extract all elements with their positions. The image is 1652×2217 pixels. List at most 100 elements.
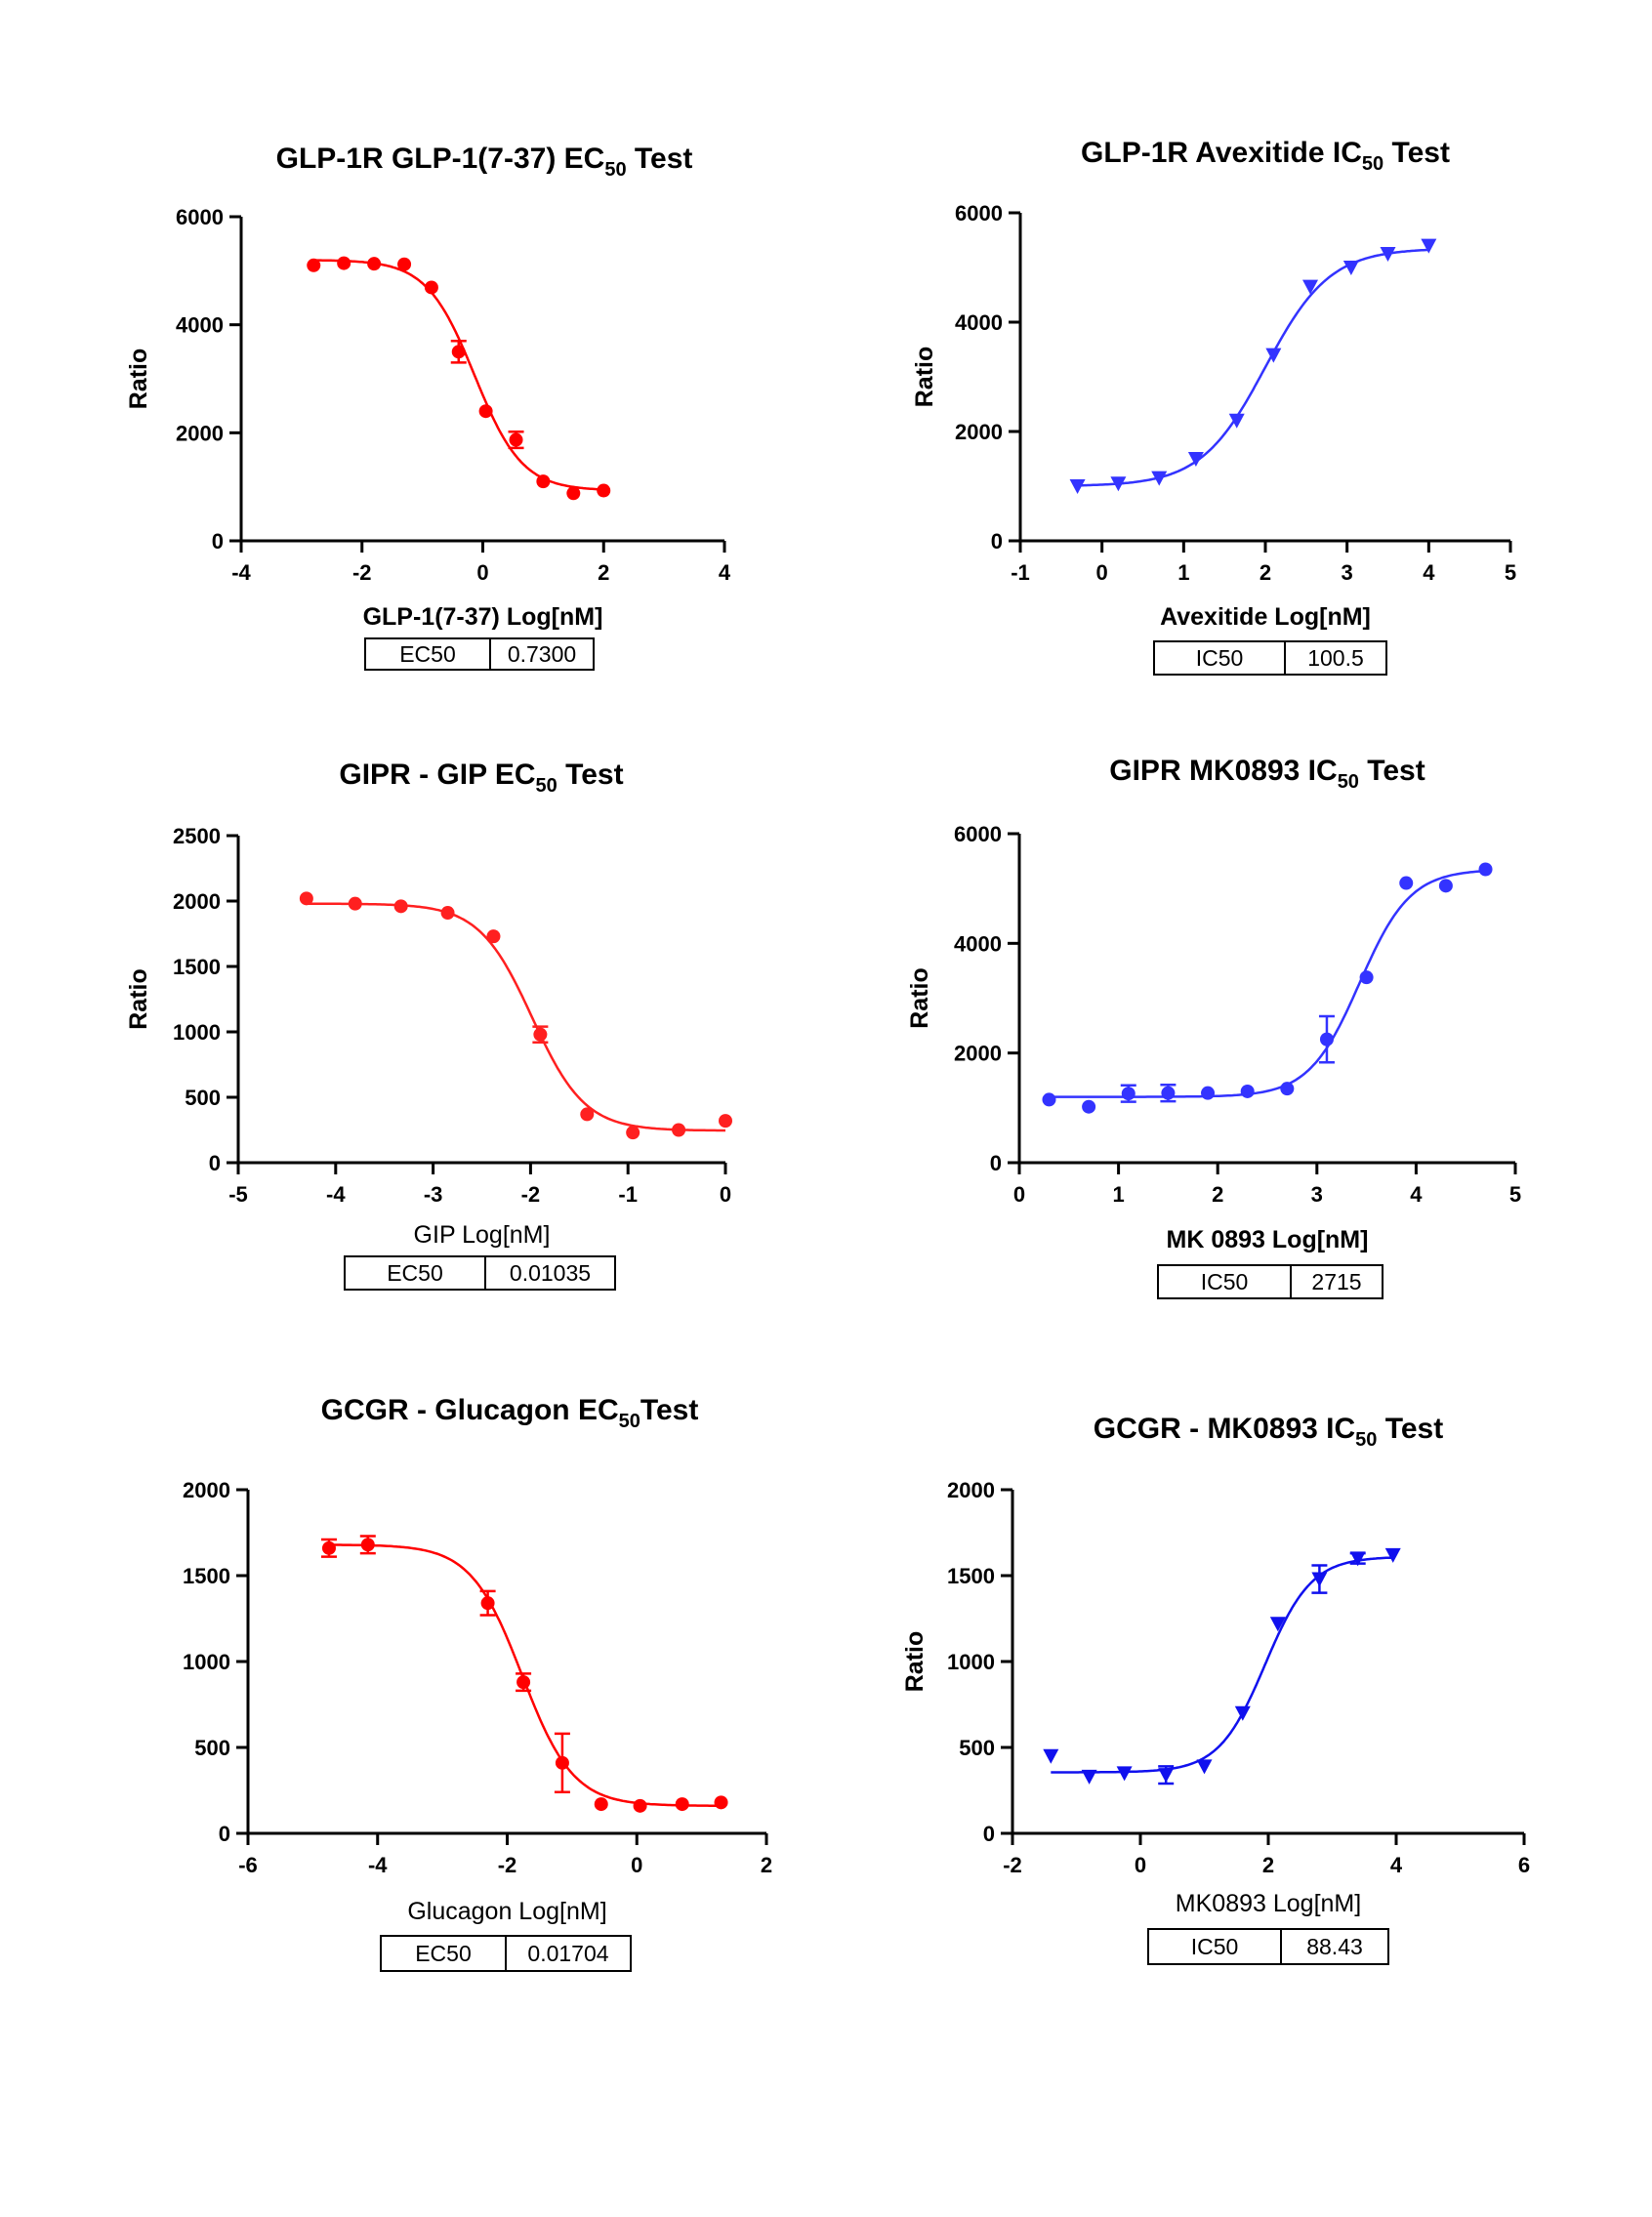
- data-point: [626, 1126, 640, 1140]
- x-tick-label: 4: [719, 560, 731, 585]
- y-tick-label: 6000: [955, 201, 1003, 226]
- x-tick-label: 6: [1518, 1853, 1530, 1877]
- data-point: [714, 1795, 728, 1810]
- y-axis-label: Ratio: [911, 347, 938, 408]
- metric-label: EC50: [399, 641, 456, 667]
- y-axis-label: Ratio: [906, 967, 933, 1029]
- data-point: [580, 1107, 595, 1122]
- data-point: [633, 1798, 647, 1813]
- x-axis-label: MK 0893 Log[nM]: [1167, 1226, 1369, 1253]
- x-tick-label: 0: [1013, 1182, 1025, 1207]
- data-point: [337, 256, 351, 270]
- data-point: [1069, 479, 1086, 494]
- metric-box: [364, 637, 595, 671]
- fit-curve: [313, 259, 604, 491]
- chart-panel-1: GLP-1R GLP-1(7-37) EC50 Test 0 2000 4000 600…: [125, 143, 731, 671]
- chart-title-main: GIPR MK0893 IC: [1109, 755, 1337, 787]
- y-tick-label: 0: [990, 1151, 1002, 1175]
- data-point: [360, 1538, 375, 1552]
- chart-panel-5: GCGR - Glucagon EC50Test0500100015002000…: [183, 1394, 772, 1972]
- chart-title-subscript: 50: [604, 159, 626, 181]
- x-tick-label: 3: [1342, 560, 1353, 585]
- data-point: [321, 1540, 336, 1555]
- data-point: [397, 257, 412, 271]
- y-tick-label: 0: [212, 529, 224, 554]
- data-point: [1280, 1082, 1295, 1096]
- x-axis-label: GLP-1(7-37) Log[nM]: [363, 603, 603, 631]
- chart-title-suffix: Test: [1377, 1413, 1443, 1445]
- x-tick-label: -1: [1011, 560, 1030, 585]
- x-tick-label: 4: [1410, 1182, 1423, 1207]
- x-tick-label: -2: [521, 1182, 541, 1207]
- metric-label: IC50: [1201, 1269, 1249, 1294]
- data-point: [367, 257, 382, 271]
- data-point: [478, 404, 493, 419]
- y-tick-label: 1000: [173, 1020, 221, 1045]
- metric-box: [1147, 1928, 1389, 1965]
- data-point: [486, 929, 501, 944]
- metric-label: IC50: [1191, 1934, 1239, 1959]
- chart-title-suffix: Test: [640, 1394, 698, 1426]
- chart-title-subscript: 50: [1362, 153, 1384, 175]
- data-point: [597, 483, 611, 498]
- data-point: [1359, 970, 1374, 985]
- data-point: [1161, 1086, 1176, 1100]
- x-tick-label: -3: [424, 1182, 443, 1207]
- data-point: [516, 1675, 531, 1690]
- chart-title-main: GLP-1R Avexitide IC: [1081, 137, 1362, 169]
- chart-title-suffix: Test: [1359, 755, 1425, 787]
- chart-title-suffix: Test: [627, 143, 693, 175]
- data-point: [348, 896, 362, 911]
- data-point: [675, 1797, 689, 1812]
- y-tick-label: 0: [991, 529, 1003, 554]
- metric-box: [344, 1255, 616, 1291]
- y-tick-label: 2000: [955, 420, 1003, 444]
- x-tick-label: 1: [1177, 560, 1189, 585]
- chart-title-subscript: 50: [619, 1411, 640, 1432]
- y-tick-label: 500: [959, 1736, 995, 1760]
- chart-title-main: GCGR - MK0893 IC: [1094, 1413, 1355, 1445]
- data-point: [1043, 1748, 1059, 1764]
- data-point: [1196, 1759, 1213, 1775]
- y-tick-label: 1500: [183, 1564, 230, 1588]
- data-point: [533, 1027, 548, 1042]
- chart-panel-3: GIPR - GIP EC50 Test05001000150020002500…: [125, 759, 732, 1291]
- data-point: [536, 474, 551, 489]
- y-tick-label: 4000: [955, 310, 1003, 335]
- data-point: [1319, 1032, 1334, 1047]
- x-tick-label: 2: [1262, 1853, 1274, 1877]
- chart-title-main: GIPR - GIP EC: [339, 759, 535, 791]
- x-tick-label: 2: [1260, 560, 1271, 585]
- metric-value: 0.7300: [508, 641, 576, 667]
- data-point: [451, 345, 466, 359]
- y-tick-label: 1000: [183, 1650, 230, 1674]
- data-point: [1302, 279, 1319, 295]
- x-tick-label: -4: [368, 1853, 388, 1877]
- data-point: [555, 1755, 569, 1770]
- y-tick-label: 2000: [176, 421, 224, 445]
- data-point: [1187, 452, 1204, 467]
- metric-value: 0.01704: [527, 1941, 608, 1966]
- chart-panel-4: GIPR MK0893 IC50 Test 0 2000 4000 6000 0 1 2 3 4 5…: [906, 755, 1521, 1299]
- x-tick-label: 1: [1112, 1182, 1124, 1207]
- x-tick-label: -6: [238, 1853, 258, 1877]
- y-tick-label: 500: [185, 1086, 221, 1110]
- data-point: [1438, 879, 1453, 893]
- x-tick-label: -4: [231, 560, 251, 585]
- x-tick-label: 2: [761, 1853, 772, 1877]
- metric-label: EC50: [415, 1941, 472, 1966]
- chart-title: GCGR - MK0893 IC50 Test: [1094, 1413, 1443, 1451]
- data-point: [393, 899, 408, 914]
- data-point: [1399, 876, 1414, 890]
- y-tick-label: 2000: [954, 1042, 1002, 1066]
- data-point: [1349, 1551, 1366, 1567]
- y-tick-label: 4000: [176, 313, 224, 338]
- data-point: [1151, 471, 1168, 486]
- y-tick-label: 4000: [954, 931, 1002, 956]
- fit-curve: [329, 1543, 722, 1807]
- y-tick-label: 1500: [947, 1564, 995, 1588]
- x-tick-label: -5: [228, 1182, 248, 1207]
- metric-value: 2715: [1311, 1269, 1361, 1294]
- data-point: [1158, 1768, 1175, 1784]
